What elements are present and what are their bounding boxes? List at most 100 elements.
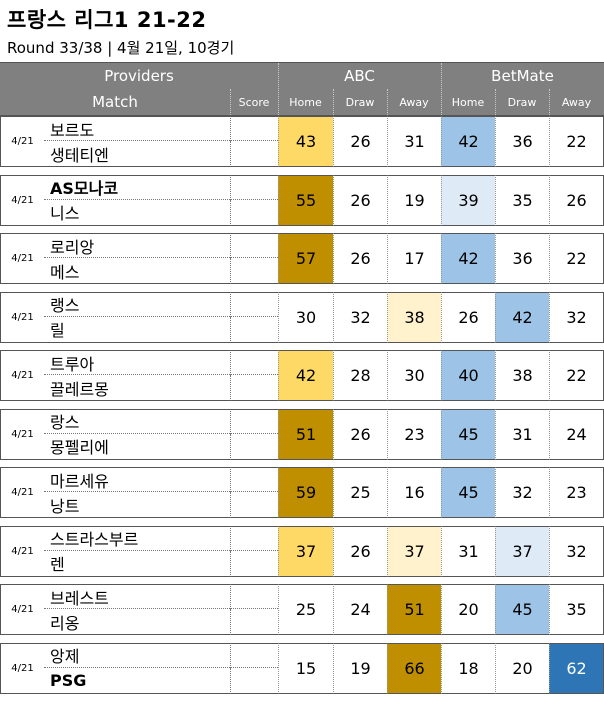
abc-away-header: Away (399, 95, 429, 109)
match-date: 4/21 (0, 116, 44, 167)
betmate-draw-odds: 42 (495, 291, 549, 343)
match-row: 4/21 스트라스부르 렌 37 26 37 31 37 32 (0, 525, 604, 577)
betmate-home-odds: 26 (441, 291, 495, 343)
away-score[interactable] (230, 492, 278, 518)
betmate-draw-odds: 36 (495, 233, 549, 284)
home-score[interactable] (230, 584, 278, 609)
abc-away-odds: 31 (387, 116, 441, 167)
betmate-home-odds: 40 (441, 350, 495, 401)
betmate-home-odds: 45 (441, 408, 495, 460)
away-score[interactable] (230, 316, 278, 343)
betmate-home-odds: 20 (441, 584, 495, 635)
betmate-home-odds: 39 (441, 174, 495, 226)
home-score[interactable] (230, 116, 278, 141)
match-date: 4/21 (0, 467, 44, 518)
betmate-home-header: Home (451, 95, 485, 109)
abc-draw-odds: 26 (333, 408, 387, 460)
abc-away-odds: 16 (387, 467, 441, 518)
abc-draw-odds: 19 (333, 642, 387, 694)
provider-abc-header: ABC (344, 67, 375, 85)
betmate-away-odds: 23 (549, 467, 603, 518)
abc-draw-odds: 25 (333, 467, 387, 518)
away-score[interactable] (230, 667, 278, 694)
away-team: 릴 (44, 317, 230, 343)
odds-table: Providers Match Score ABC BetMate Home D… (0, 62, 604, 694)
betmate-draw-header: Draw (507, 95, 537, 109)
away-score[interactable] (230, 258, 278, 284)
match-row: 4/21 앙제 PSG 15 19 66 18 20 62 (0, 642, 604, 694)
betmate-draw-odds: 31 (495, 408, 549, 460)
away-score[interactable] (230, 199, 278, 226)
betmate-home-odds: 18 (441, 642, 495, 694)
betmate-away-odds: 62 (549, 642, 603, 694)
abc-home-odds: 57 (278, 233, 333, 284)
away-score[interactable] (230, 141, 278, 167)
abc-away-odds: 23 (387, 408, 441, 460)
away-team: 니스 (44, 200, 230, 226)
betmate-away-header: Away (561, 95, 592, 109)
abc-away-odds: 51 (387, 584, 441, 635)
away-score[interactable] (230, 375, 278, 401)
abc-draw-odds: 26 (333, 174, 387, 226)
home-team: 로리앙 (44, 233, 230, 258)
match-row: 4/21 랭스 릴 30 32 38 26 42 32 (0, 291, 604, 343)
match-row: 4/21 마르세유 낭트 59 25 16 45 32 23 (0, 467, 604, 518)
match-row: 4/21 브레스트 리옹 25 24 51 20 45 35 (0, 584, 604, 635)
abc-draw-odds: 28 (333, 350, 387, 401)
abc-away-odds: 66 (387, 642, 441, 694)
away-score[interactable] (230, 609, 278, 635)
away-team: 렌 (44, 551, 230, 577)
match-row: 4/21 로리앙 메스 57 26 17 42 36 22 (0, 233, 604, 284)
betmate-draw-odds: 45 (495, 584, 549, 635)
match-date: 4/21 (0, 291, 44, 343)
abc-home-odds: 43 (278, 116, 333, 167)
home-score[interactable] (230, 233, 278, 258)
home-score[interactable] (230, 174, 278, 200)
away-team: 몽펠리에 (44, 434, 230, 460)
match-row: 4/21 보르도 생테티엔 43 26 31 42 36 22 (0, 116, 604, 167)
abc-away-odds: 17 (387, 233, 441, 284)
away-score[interactable] (230, 433, 278, 460)
betmate-away-odds: 26 (549, 174, 603, 226)
betmate-draw-odds: 32 (495, 467, 549, 518)
betmate-draw-odds: 37 (495, 525, 549, 577)
abc-away-odds: 19 (387, 174, 441, 226)
home-score[interactable] (230, 291, 278, 317)
home-team: 스트라스부르 (44, 525, 230, 551)
home-team: 앙제 (44, 642, 230, 668)
home-team: 보르도 (44, 116, 230, 141)
away-team: 낭트 (44, 492, 230, 518)
abc-home-odds: 55 (278, 174, 333, 226)
match-date: 4/21 (0, 525, 44, 577)
home-score[interactable] (230, 525, 278, 551)
abc-home-odds: 51 (278, 408, 333, 460)
away-score[interactable] (230, 550, 278, 577)
match-date: 4/21 (0, 642, 44, 694)
betmate-away-odds: 22 (549, 116, 603, 167)
abc-draw-header: Draw (345, 95, 375, 109)
betmate-away-odds: 24 (549, 408, 603, 460)
table-header: Providers Match Score ABC BetMate Home D… (0, 62, 604, 116)
abc-home-odds: 30 (278, 291, 333, 343)
abc-draw-odds: 26 (333, 116, 387, 167)
away-team: 끌레르몽 (44, 375, 230, 401)
betmate-draw-odds: 20 (495, 642, 549, 694)
abc-draw-odds: 32 (333, 291, 387, 343)
home-team: 브레스트 (44, 584, 230, 609)
home-score[interactable] (230, 408, 278, 434)
home-score[interactable] (230, 350, 278, 375)
match-row: 4/21 트루아 끌레르몽 42 28 30 40 38 22 (0, 350, 604, 401)
betmate-draw-odds: 36 (495, 116, 549, 167)
abc-away-odds: 37 (387, 525, 441, 577)
match-date: 4/21 (0, 408, 44, 460)
provider-betmate-header: BetMate (491, 67, 554, 85)
home-score[interactable] (230, 642, 278, 668)
betmate-away-odds: 22 (549, 233, 603, 284)
home-score[interactable] (230, 467, 278, 492)
home-team: 마르세유 (44, 467, 230, 492)
betmate-away-odds: 22 (549, 350, 603, 401)
betmate-away-odds: 32 (549, 525, 603, 577)
page-title: 프랑스 리그1 21-22 (7, 8, 207, 32)
abc-home-odds: 37 (278, 525, 333, 577)
round-subtitle: Round 33/38 | 4월 21일, 10경기 (7, 39, 235, 57)
